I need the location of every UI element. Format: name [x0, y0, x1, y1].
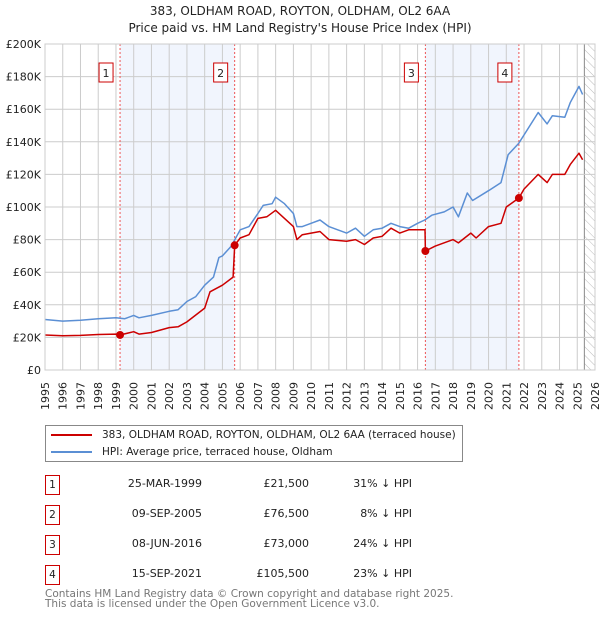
x-tick-label: 2010: [305, 382, 318, 410]
y-tick-label: £140K: [6, 136, 42, 149]
sale-point: [230, 241, 239, 250]
sale-row: 1 25-MAR-1999 £21,500 31% ↓ HPI: [45, 475, 412, 495]
x-tick-label: 2002: [163, 382, 176, 410]
sale-hpi-diff: 8% ↓ HPI: [360, 507, 412, 520]
x-tick-label: 2016: [412, 382, 425, 410]
sale-price: £73,000: [263, 537, 310, 550]
sale-number-badge: 4: [45, 565, 60, 585]
price-chart: 1995 1996 1997 1998 1999 2000 2001 2002 2003 2004…: [6, 38, 600, 410]
x-tick-label: 2024: [554, 382, 567, 410]
y-tick-label: £20K: [13, 331, 42, 344]
hpi-line: [44, 85, 584, 322]
x-tick-label: 2006: [234, 382, 247, 410]
x-tick-label: 2026: [589, 382, 600, 410]
sale-number-badge: 2: [45, 505, 60, 525]
x-tick-label: 2025: [571, 382, 584, 410]
sale-price: £21,500: [263, 477, 310, 490]
x-tick-label: 2023: [536, 382, 549, 410]
x-tick-label: 2009: [287, 382, 300, 410]
sale-label-box: [213, 62, 229, 83]
x-tick-label: 1999: [110, 382, 123, 410]
x-tick-label: 2022: [518, 382, 531, 410]
title-line-2: Price paid vs. HM Land Registry's House …: [128, 21, 472, 35]
sale-date: 15-SEP-2021: [131, 567, 202, 580]
x-tick-label: 2012: [341, 382, 354, 410]
sale-date: 09-SEP-2005: [131, 507, 202, 520]
sale-date: 08-JUN-2016: [131, 537, 202, 550]
sale-point: [514, 194, 523, 203]
sale-label-number: 2: [217, 67, 224, 80]
legend-label: HPI: Average price, terraced house, Oldh…: [102, 446, 333, 458]
footer-line-1: Contains HM Land Registry data © Crown c…: [45, 588, 454, 600]
legend-item-property: 383, OLDHAM ROAD, ROYTON, OLDHAM, OL2 6A…: [51, 427, 456, 443]
x-tick-label: 2004: [199, 382, 212, 410]
chart-title: 383, OLDHAM ROAD, ROYTON, OLDHAM, OL2 6A…: [0, 3, 600, 37]
sale-label-box: [403, 62, 419, 83]
sale-point: [421, 247, 430, 256]
x-tick-label: 1998: [92, 382, 105, 410]
y-tick-label: £160K: [6, 103, 42, 116]
y-tick-label: £200K: [6, 38, 42, 51]
sale-label-number: 1: [103, 67, 110, 80]
y-tick-label: £100K: [6, 201, 42, 214]
sale-label-number: 4: [501, 67, 508, 80]
x-tick-label: 2018: [447, 382, 460, 410]
x-tick-label: 1997: [74, 382, 87, 410]
x-tick-label: 1996: [57, 382, 70, 410]
property-price-line: [44, 152, 584, 337]
x-tick-label: 2021: [500, 382, 513, 410]
y-tick-label: £180K: [6, 71, 42, 84]
x-tick-label: 1995: [39, 382, 52, 410]
legend-swatch-blue: [51, 451, 92, 453]
sale-label-box: [497, 62, 513, 83]
title-line-1: 383, OLDHAM ROAD, ROYTON, OLDHAM, OL2 6A…: [149, 4, 451, 18]
y-tick-label: £80K: [13, 234, 42, 247]
x-tick-label: 2001: [145, 382, 158, 410]
sale-row: 2 09-SEP-2005 £76,500 8% ↓ HPI: [45, 505, 412, 525]
sale-row: 4 15-SEP-2021 £105,500 23% ↓ HPI: [45, 565, 412, 585]
x-tick-label: 2015: [394, 382, 407, 410]
y-tick-label: £120K: [6, 168, 42, 181]
sale-point: [116, 330, 125, 339]
x-tick-label: 2005: [216, 382, 229, 410]
x-tick-label: 2017: [429, 382, 442, 410]
x-tick-label: 2020: [483, 382, 496, 410]
sale-price: £105,500: [256, 567, 310, 580]
legend-item-hpi: HPI: Average price, terraced house, Oldh…: [51, 444, 333, 460]
x-tick-label: 2014: [376, 382, 389, 410]
x-tick-label: 2011: [323, 382, 336, 410]
sale-hpi-diff: 31% ↓ HPI: [353, 477, 412, 490]
footer: Contains HM Land Registry data © Crown c…: [45, 588, 454, 610]
x-tick-label: 2008: [270, 382, 283, 410]
sale-hpi-diff: 24% ↓ HPI: [353, 537, 412, 550]
x-tick-label: 2003: [181, 382, 194, 410]
sale-label-box: [98, 62, 114, 83]
sale-date: 25-MAR-1999: [127, 477, 202, 490]
x-tick-label: 2013: [358, 382, 371, 410]
y-tick-label: £40K: [13, 299, 42, 312]
legend-label: 383, OLDHAM ROAD, ROYTON, OLDHAM, OL2 6A…: [102, 429, 456, 441]
plot-border: [44, 43, 596, 371]
sale-row: 3 08-JUN-2016 £73,000 24% ↓ HPI: [45, 535, 412, 555]
x-tick-label: 2019: [465, 382, 478, 410]
sale-hpi-diff: 23% ↓ HPI: [353, 567, 412, 580]
sale-label-number: 3: [408, 67, 415, 80]
legend-swatch-red: [51, 434, 92, 436]
x-tick-label: 2007: [252, 382, 265, 410]
footer-line-2: This data is licensed under the Open Gov…: [45, 598, 380, 610]
x-tick-label: 2000: [128, 382, 141, 410]
y-tick-label: £60K: [13, 266, 42, 279]
sale-number-badge: 3: [45, 535, 60, 555]
sale-number-badge: 1: [45, 475, 60, 495]
legend: 383, OLDHAM ROAD, ROYTON, OLDHAM, OL2 6A…: [45, 425, 463, 462]
sale-price: £76,500: [263, 507, 310, 520]
y-tick-label: £0: [27, 364, 41, 377]
